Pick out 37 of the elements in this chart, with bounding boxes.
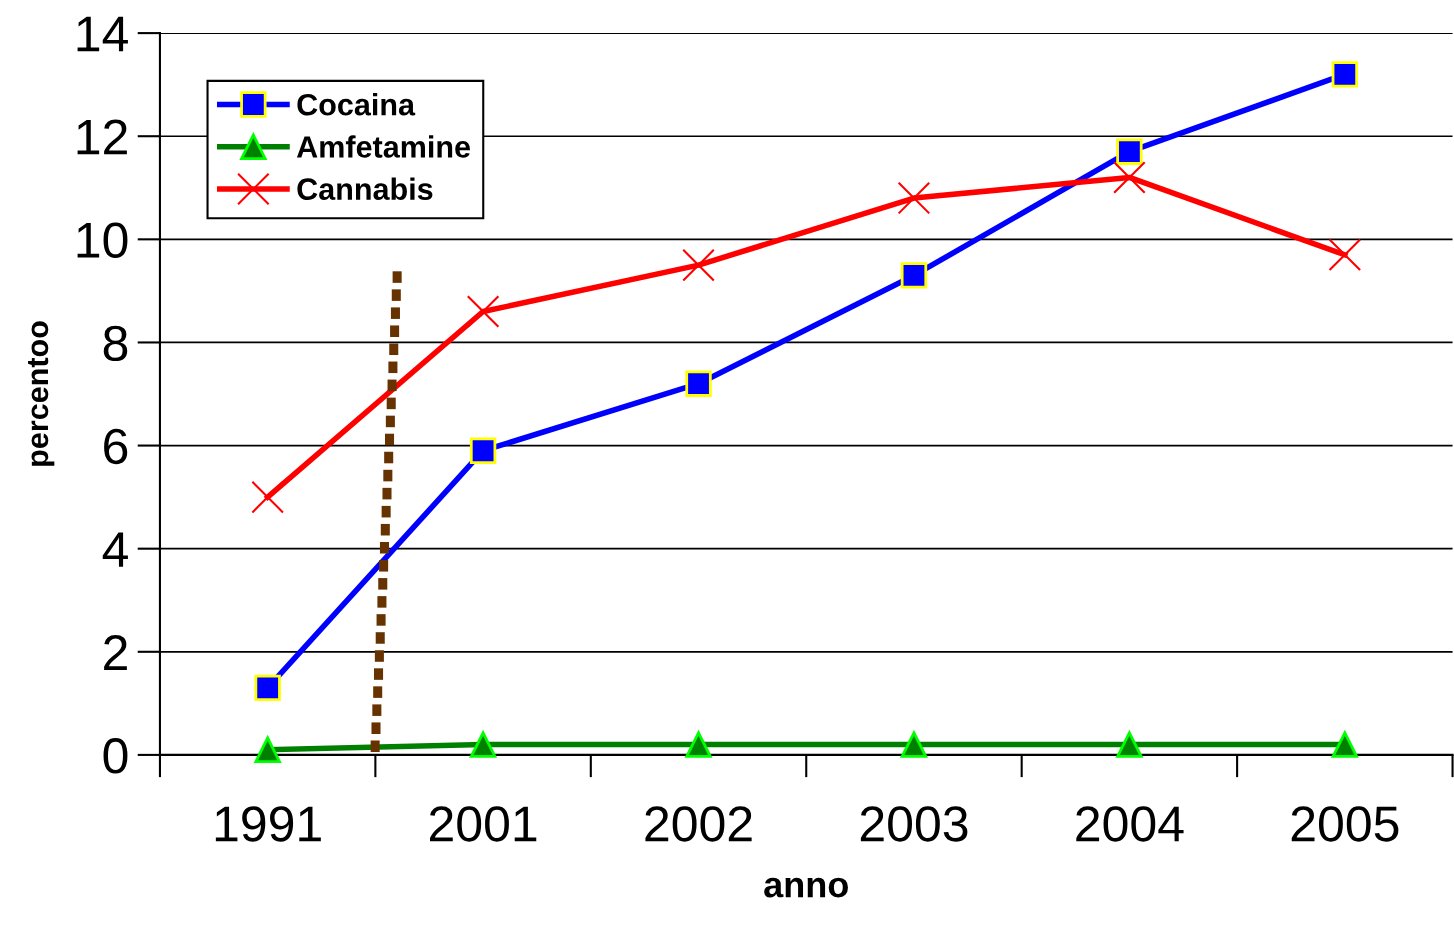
point [253, 734, 282, 763]
point [1113, 161, 1146, 194]
point [685, 731, 712, 758]
point [469, 437, 497, 464]
point [897, 181, 931, 215]
point [900, 262, 928, 289]
legend-label: Cocaina [297, 93, 416, 116]
x-tick-label: 2001 [430, 806, 537, 842]
y-tick-label: 10 [77, 222, 128, 258]
x-tick-label: 2005 [1291, 806, 1399, 842]
point [685, 370, 712, 397]
point [1331, 731, 1359, 758]
y-tick-label: 12 [77, 119, 127, 155]
y-tick-label: 14 [77, 16, 128, 52]
x-tick-label: 2004 [1076, 806, 1184, 842]
point [469, 731, 497, 758]
point [254, 674, 281, 702]
point [682, 248, 715, 282]
y-tick-label: 4 [102, 532, 128, 567]
point [1331, 61, 1359, 88]
point [251, 480, 284, 514]
y-tick-label: 6 [104, 428, 128, 465]
legend-label: Cannabis [297, 177, 433, 200]
y-tick-label: 2 [104, 635, 127, 670]
y-tick-label: 0 [103, 738, 128, 774]
point [1116, 138, 1143, 165]
point [1328, 238, 1362, 272]
x-axis-title: anno [764, 877, 848, 898]
point [1116, 731, 1143, 758]
legend-label: Amfetamine [296, 135, 470, 158]
point [900, 731, 928, 758]
y-tick-label: 8 [103, 325, 128, 362]
y-axis-title: percentoo [28, 321, 55, 466]
x-tick-label: 2002 [645, 806, 752, 842]
point [466, 295, 500, 328]
x-tick-label: 1991 [215, 806, 321, 842]
x-tick-label: 2003 [860, 806, 968, 842]
